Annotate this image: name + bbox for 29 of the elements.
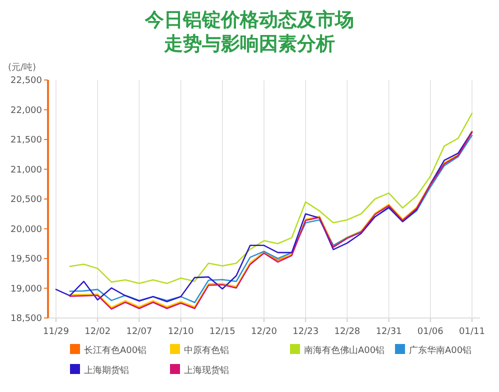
legend-label: 长江有色A00铝 bbox=[84, 345, 147, 356]
x-tick-label: 12/31 bbox=[376, 327, 402, 337]
legend-label: 上海期货铝 bbox=[84, 365, 129, 376]
line-series bbox=[69, 112, 473, 284]
y-tick-label: 19,000 bbox=[10, 284, 42, 294]
x-tick-label: 01/06 bbox=[417, 327, 444, 337]
y-tick-label: 19,500 bbox=[10, 254, 42, 264]
y-tick-label: 21,000 bbox=[10, 165, 42, 176]
legend-label: 南海有色佛山A00铝 bbox=[304, 345, 385, 356]
y-axis-title: (元/吨) bbox=[8, 62, 36, 73]
x-tick-label: 12/23 bbox=[292, 327, 319, 337]
x-tick-label: 12/10 bbox=[168, 327, 194, 337]
x-tick-label: 11/29 bbox=[43, 327, 70, 337]
legend-label: 广东华南A00铝 bbox=[409, 345, 472, 356]
y-tick-label: 22,500 bbox=[10, 76, 42, 86]
x-tick-label: 12/15 bbox=[209, 327, 236, 337]
y-tick-label: 20,500 bbox=[10, 195, 42, 205]
y-tick-label: 20,000 bbox=[10, 224, 42, 235]
chart-title: 今日铝锭价格动态及市场走势与影响因素分析 bbox=[144, 9, 354, 55]
legend-label: 中原有色铝 bbox=[184, 345, 229, 356]
y-tick-label: 22,000 bbox=[10, 106, 42, 116]
x-tick-label: 12/07 bbox=[126, 327, 152, 337]
x-tick-label: 12/28 bbox=[334, 327, 360, 337]
y-tick-label: 18,500 bbox=[10, 314, 42, 324]
y-tick-label: 21,500 bbox=[10, 136, 42, 146]
x-tick-label: 01/11 bbox=[459, 327, 485, 337]
x-tick-label: 12/02 bbox=[84, 327, 111, 337]
x-tick-label: 12/20 bbox=[251, 327, 278, 337]
legend-label: 上海现货铝 bbox=[184, 365, 229, 376]
